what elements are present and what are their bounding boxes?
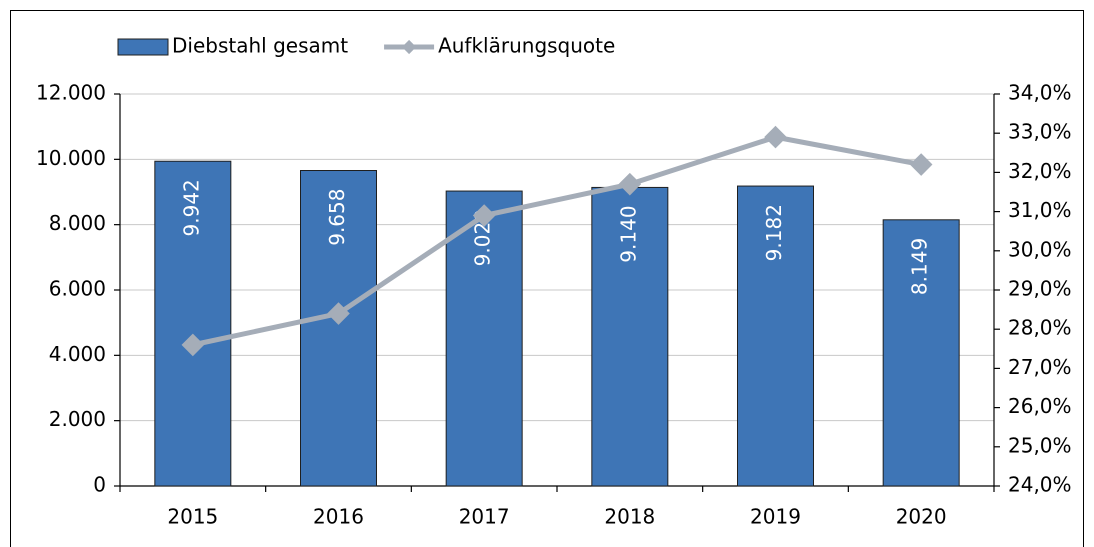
y-tick-label: 2.000 — [49, 407, 106, 431]
y2-tick-label: 34,0% — [1008, 81, 1072, 105]
y2-tick-label: 29,0% — [1008, 277, 1072, 301]
x-tick-label: 2015 — [167, 505, 218, 529]
bar — [737, 185, 814, 487]
x-tick-label: 2018 — [604, 505, 655, 529]
frame — [10, 10, 1084, 547]
bar — [445, 190, 523, 487]
y-tick-label: 12.000 — [36, 81, 106, 105]
value-label: 9.658 — [325, 189, 349, 246]
y-tick-label: 8.000 — [49, 211, 106, 235]
y2-tick-label: 25,0% — [1008, 433, 1072, 457]
y2-tick-label: 32,0% — [1008, 159, 1072, 183]
y2-tick-label: 24,0% — [1008, 473, 1072, 497]
line — [192, 134, 922, 348]
y2-tick-label: 27,0% — [1008, 355, 1072, 379]
marker — [764, 125, 787, 149]
x-tick-label: 2020 — [896, 505, 947, 529]
y-tick-label: 0 — [93, 473, 106, 497]
y-tick-label: 4.000 — [49, 342, 106, 366]
y2-tick-label: 33,0% — [1008, 120, 1072, 144]
bar — [591, 186, 669, 487]
x-tick-label: 2019 — [750, 505, 801, 529]
value-label: 8.149 — [908, 238, 932, 295]
marker — [327, 302, 350, 325]
bar — [154, 160, 232, 487]
y2-tick-label: 26,0% — [1008, 394, 1072, 418]
y2-tick-label: 28,0% — [1008, 316, 1072, 340]
legend-swatch — [402, 39, 417, 55]
bar — [882, 219, 960, 487]
bar — [300, 170, 377, 487]
y-tick-label: 6.000 — [49, 277, 106, 301]
value-label: 9.182 — [762, 204, 786, 261]
value-label: 9.942 — [179, 179, 203, 236]
y2-tick-label: 30,0% — [1008, 237, 1072, 261]
x-tick-label: 2016 — [313, 505, 364, 529]
x-tick-label: 2017 — [459, 505, 510, 529]
y2-tick-label: 31,0% — [1008, 198, 1072, 222]
value-label: 9.140 — [616, 205, 640, 262]
legend-label: Diebstahl gesamt — [172, 34, 348, 58]
y-tick-label: 10.000 — [36, 146, 106, 170]
legend-label: Aufklärungsquote — [438, 34, 615, 58]
legend-swatch — [117, 38, 169, 56]
marker — [909, 153, 933, 176]
